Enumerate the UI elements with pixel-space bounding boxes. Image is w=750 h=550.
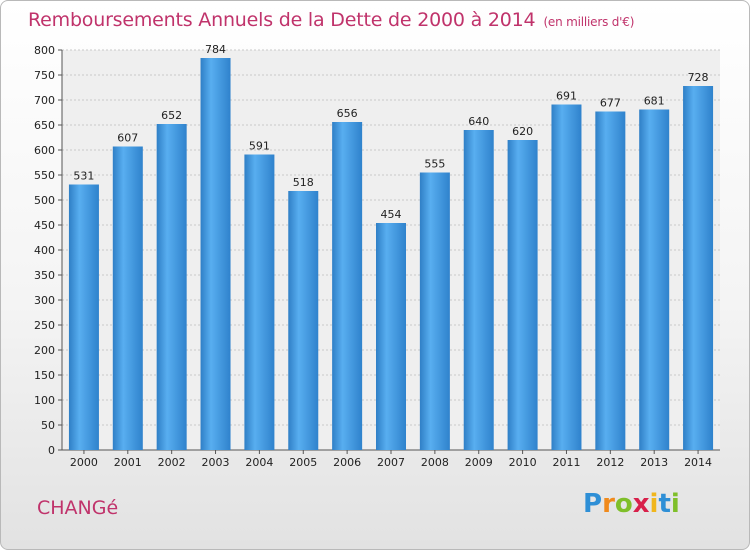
x-tick-label: 2008 [421, 456, 449, 469]
title-text: Remboursements Annuels de la Dette de 20… [28, 9, 536, 31]
y-tick-label: 100 [34, 394, 55, 407]
bar-value-label: 691 [556, 90, 577, 103]
x-tick-label: 2005 [289, 456, 317, 469]
bar [332, 122, 363, 450]
x-tick-label: 2009 [465, 456, 493, 469]
bar-value-label: 640 [468, 115, 489, 128]
bar [112, 146, 143, 450]
x-tick-label: 2012 [596, 456, 624, 469]
bar-value-label: 555 [424, 158, 445, 171]
bars: 531 607 652 784 591 518 656 454 555 640 620 691 677 6… [68, 43, 714, 450]
y-tick-label: 450 [34, 219, 55, 232]
bar [244, 154, 275, 450]
y-tick-label: 250 [34, 319, 55, 332]
bar [376, 223, 406, 450]
y-tick-label: 150 [34, 369, 55, 382]
bar [68, 184, 99, 450]
bar [639, 109, 670, 450]
y-tick-label: 650 [34, 119, 55, 132]
logo-letter: P [583, 489, 603, 519]
bar-value-label: 591 [249, 140, 270, 153]
bar-value-label: 531 [73, 170, 94, 183]
y-tick-label: 350 [34, 269, 55, 282]
x-tick-label: 2013 [640, 456, 668, 469]
x-tick-label: 2001 [114, 456, 142, 469]
bar [463, 130, 494, 450]
bar-value-label: 652 [161, 109, 182, 122]
y-tick-label: 300 [34, 294, 55, 307]
bar [419, 172, 450, 450]
bar [551, 104, 582, 450]
logo-letter: i [670, 489, 680, 519]
proxiti-logo: Proxiti [583, 489, 680, 519]
bar [200, 58, 231, 450]
logo-letter: r [602, 489, 615, 519]
y-tick-label: 200 [34, 344, 55, 357]
y-tick-label: 750 [34, 69, 55, 82]
bar [288, 191, 319, 450]
bar-value-label: 607 [117, 132, 138, 145]
y-tick-label: 400 [34, 244, 55, 257]
bar-value-label: 784 [205, 43, 226, 56]
x-tick-label: 2000 [70, 456, 98, 469]
x-tick-label: 2011 [552, 456, 580, 469]
logo-letter: t [658, 489, 671, 519]
chart-subtitle: (en milliers d'€) [543, 15, 635, 29]
logo-letter: o [614, 489, 633, 519]
x-tick-label: 2004 [245, 456, 273, 469]
bar-value-label: 518 [293, 176, 314, 189]
bar-value-label: 677 [600, 97, 621, 110]
x-tick-label: 2007 [377, 456, 405, 469]
x-tick-label: 2003 [202, 456, 230, 469]
logo-letter: x [632, 489, 650, 519]
x-tick-label: 2002 [158, 456, 186, 469]
y-tick-label: 0 [48, 444, 55, 457]
x-tick-label: 2010 [509, 456, 537, 469]
bar [595, 111, 626, 450]
x-tick-label: 2006 [333, 456, 361, 469]
y-tick-label: 50 [41, 419, 55, 432]
y-tick-label: 500 [34, 194, 55, 207]
commune-name: CHANGé [37, 497, 119, 519]
bar [156, 124, 187, 450]
bar-value-label: 656 [337, 107, 358, 120]
y-tick-label: 600 [34, 144, 55, 157]
bar-value-label: 681 [644, 95, 665, 108]
x-tick-label: 2014 [684, 456, 712, 469]
logo-letter: i [649, 489, 659, 519]
bar [683, 86, 714, 450]
y-tick-label: 800 [34, 44, 55, 57]
chart-title: Remboursements Annuels de la Dette de 20… [28, 9, 634, 31]
bar-value-label: 728 [688, 71, 709, 84]
bar-value-label: 454 [381, 208, 402, 221]
bar-value-label: 620 [512, 125, 533, 138]
y-tick-label: 700 [34, 94, 55, 107]
y-tick-label: 550 [34, 169, 55, 182]
bar [507, 140, 538, 450]
